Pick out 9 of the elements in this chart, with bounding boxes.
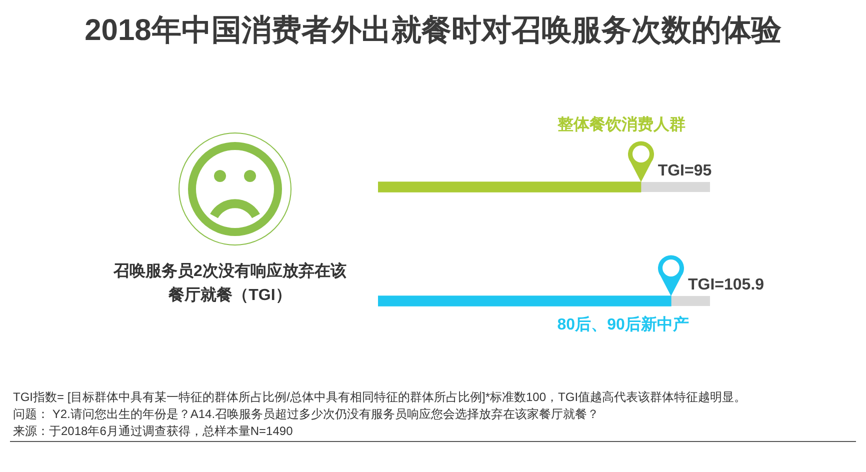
- y-tick-label: 80后、90后新中产: [557, 315, 689, 334]
- source-note: 来源：于2018年6月通过调查获得，总样本量N=1490: [13, 423, 294, 440]
- text: 召唤服务员2次没有响应放弃在该餐厅就餐（TGI）: [112, 261, 348, 306]
- y-tick-label: 整体餐饮消费人群: [556, 115, 686, 134]
- data-label: TGI=105.9: [688, 276, 764, 294]
- annotation: 问题： Y2.请问您出生的年份是？A14.召唤服务员超过多少次仍没有服务员响应您会选择放弃在该家餐厅就餐？: [13, 406, 600, 423]
- chart-title: 2018年中国消费者外出就餐时对召唤服务次数的体验: [84, 13, 782, 49]
- data-label: TGI=95: [658, 162, 712, 180]
- annotation: TGI指数= [目标群体中具有某一特征的群体所占比例/总体中具有相同特征的群体所占比例]*标准数100，TGI值越高代表该群体特征越明显。: [13, 389, 746, 406]
